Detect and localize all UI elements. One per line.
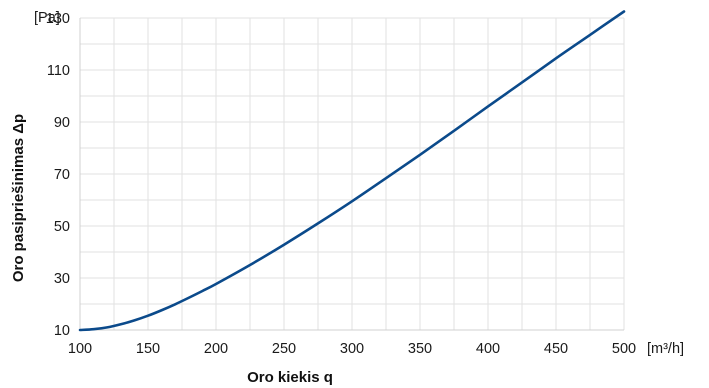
y-axis-unit: [Pa] bbox=[34, 10, 60, 26]
y-axis-title: Oro pasipriešinimas Δp bbox=[10, 114, 27, 282]
y-tick-label: 90 bbox=[54, 115, 70, 131]
axes bbox=[79, 18, 624, 331]
y-tick-label: 70 bbox=[54, 167, 70, 183]
x-tick-label: 150 bbox=[136, 341, 160, 357]
y-tick-label: 110 bbox=[47, 63, 70, 79]
grid bbox=[79, 17, 625, 331]
x-axis-title: Oro kiekis q bbox=[247, 369, 333, 386]
x-tick-label: 500 bbox=[612, 341, 636, 357]
x-axis-unit: [m³/h] bbox=[647, 341, 684, 357]
x-tick-label: 350 bbox=[408, 341, 432, 357]
x-tick-label: 250 bbox=[272, 341, 296, 357]
series-line bbox=[78, 10, 626, 332]
y-tick-label: 50 bbox=[54, 219, 70, 235]
series-layer bbox=[78, 10, 626, 332]
x-tick-label: 450 bbox=[544, 341, 568, 357]
x-tick-label: 400 bbox=[476, 341, 500, 357]
x-tick-label: 200 bbox=[204, 341, 228, 357]
x-tick-label: 300 bbox=[340, 341, 364, 357]
y-tick-label: 30 bbox=[54, 271, 70, 287]
x-tick-label: 100 bbox=[68, 341, 92, 357]
y-tick-label: 10 bbox=[54, 323, 70, 339]
tick-labels: 100 150 200 250 300 350 400 450 500 10 30 50 70 90 110… bbox=[46, 11, 636, 357]
y-tick-label: 130 bbox=[46, 11, 70, 27]
